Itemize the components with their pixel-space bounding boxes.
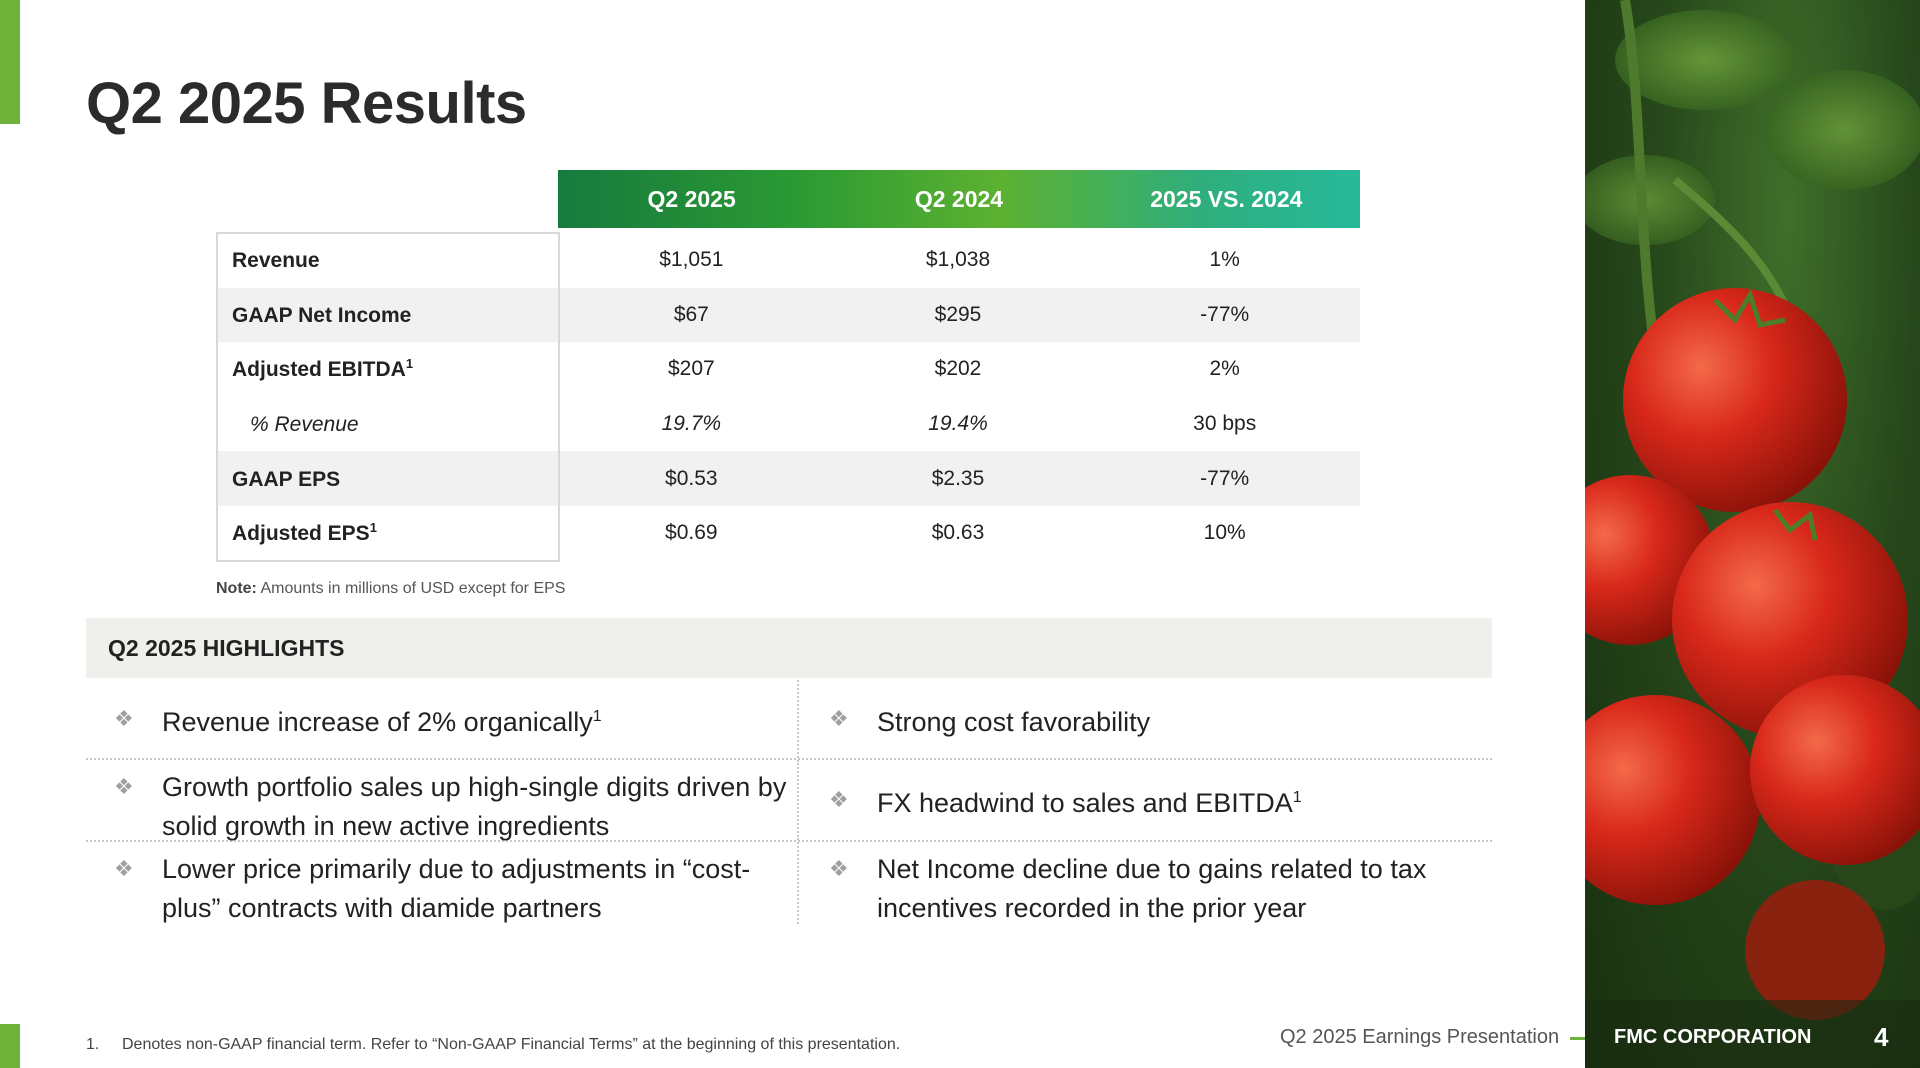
diamond-bullet-icon: ❖	[114, 856, 134, 881]
table-cell: 19.4%	[928, 412, 988, 436]
table-row-revenue: Revenue $1,051 $1,038 1%	[218, 233, 1360, 288]
table-cell: $0.69	[665, 521, 718, 545]
table-cell: 1%	[1209, 248, 1240, 272]
results-table: Revenue $1,051 $1,038 1% GAAP Net Income…	[218, 233, 1360, 561]
highlight-item: ❖ FX headwind to sales and EBITDA1	[797, 760, 1492, 840]
highlights-row: ❖ Lower price primarily due to adjustmen…	[86, 842, 1492, 924]
highlight-item: ❖ Revenue increase of 2% organically1	[86, 680, 797, 758]
table-row-gaap-net-income: GAAP Net Income $67 $295 -77%	[218, 287, 1360, 343]
page-number: 4	[1874, 1022, 1889, 1052]
highlight-item: ❖ Growth portfolio sales up high-single …	[114, 772, 787, 841]
column-header-change: 2025 VS. 2024	[1150, 185, 1303, 212]
table-cell: $0.53	[665, 466, 718, 490]
footnote: 1. Denotes non-GAAP financial term. Refer…	[86, 1036, 901, 1053]
table-cell: $1,038	[925, 248, 991, 272]
column-header-q2-2024: Q2 2024	[914, 185, 1004, 212]
table-row-adjusted-eps: Adjusted EPS1 $0.69 $0.63 10%	[218, 506, 1360, 561]
row-label: GAAP EPS	[232, 467, 341, 491]
highlights-title: Q2 2025 HIGHLIGHTS	[86, 618, 1492, 678]
highlight-item: ❖ Net Income decline due to gains relate…	[797, 842, 1492, 924]
table-cell: 30 bps	[1193, 412, 1257, 436]
table-cell: 2%	[1209, 357, 1240, 381]
row-label: Revenue	[232, 249, 320, 273]
diamond-bullet-icon: ❖	[829, 706, 849, 731]
table-cell: $202	[934, 357, 982, 381]
results-table-header: Q2 2025 Q2 2024 2025 VS. 2024	[558, 170, 1360, 228]
company-name: FMC CORPORATION	[1614, 1026, 1812, 1048]
row-label: Adjusted EPS1	[232, 520, 377, 546]
tomato-photo	[1585, 0, 1920, 1068]
table-cell: $2.35	[931, 466, 985, 490]
highlights-grid: ❖ Revenue increase of 2% organically1 ❖ …	[86, 680, 1492, 924]
table-cell: $207	[667, 357, 715, 381]
highlight-item: ❖ Lower price primarily due to adjustmen…	[114, 854, 751, 923]
table-row-adjusted-ebitda: Adjusted EBITDA1 $207 $202 2%	[218, 342, 1360, 397]
accent-bar-bottom	[0, 1024, 20, 1068]
table-cell: 10%	[1203, 521, 1246, 545]
table-row-percent-revenue: % Revenue 19.7% 19.4% 30 bps	[218, 397, 1360, 452]
diamond-bullet-icon: ❖	[829, 856, 849, 881]
footer-presentation-title: Q2 2025 Earnings Presentation	[1280, 1026, 1560, 1048]
diamond-bullet-icon: ❖	[829, 787, 849, 812]
highlights-row: ❖ Revenue increase of 2% organically1 ❖ …	[86, 680, 1492, 760]
table-cell: $1,051	[659, 248, 724, 272]
column-header-q2-2025: Q2 2025	[647, 185, 736, 212]
highlight-item: ❖ Strong cost favorability	[797, 680, 1492, 758]
page-title: Q2 2025 Results	[86, 71, 527, 136]
highlights-row: ❖ Growth portfolio sales up high-single …	[86, 760, 1492, 842]
footer-divider	[1570, 1037, 1598, 1040]
row-label: Adjusted EBITDA1	[232, 356, 414, 382]
table-cell: $0.63	[931, 521, 985, 545]
diamond-bullet-icon: ❖	[114, 706, 134, 731]
row-label: % Revenue	[250, 413, 359, 437]
accent-bar-top	[0, 0, 20, 124]
diamond-bullet-icon: ❖	[114, 774, 134, 799]
table-cell: $295	[934, 302, 982, 326]
table-note: Note: Amounts in millions of USD except …	[216, 580, 566, 597]
table-row-gaap-eps: GAAP EPS $0.53 $2.35 -77%	[218, 451, 1360, 506]
tomato-illustration	[1585, 0, 1920, 1068]
table-cell: $67	[673, 302, 709, 326]
table-cell: -77%	[1200, 466, 1250, 490]
table-cell: -77%	[1200, 302, 1250, 326]
row-label: GAAP Net Income	[232, 303, 412, 327]
table-cell: 19.7%	[661, 412, 722, 436]
